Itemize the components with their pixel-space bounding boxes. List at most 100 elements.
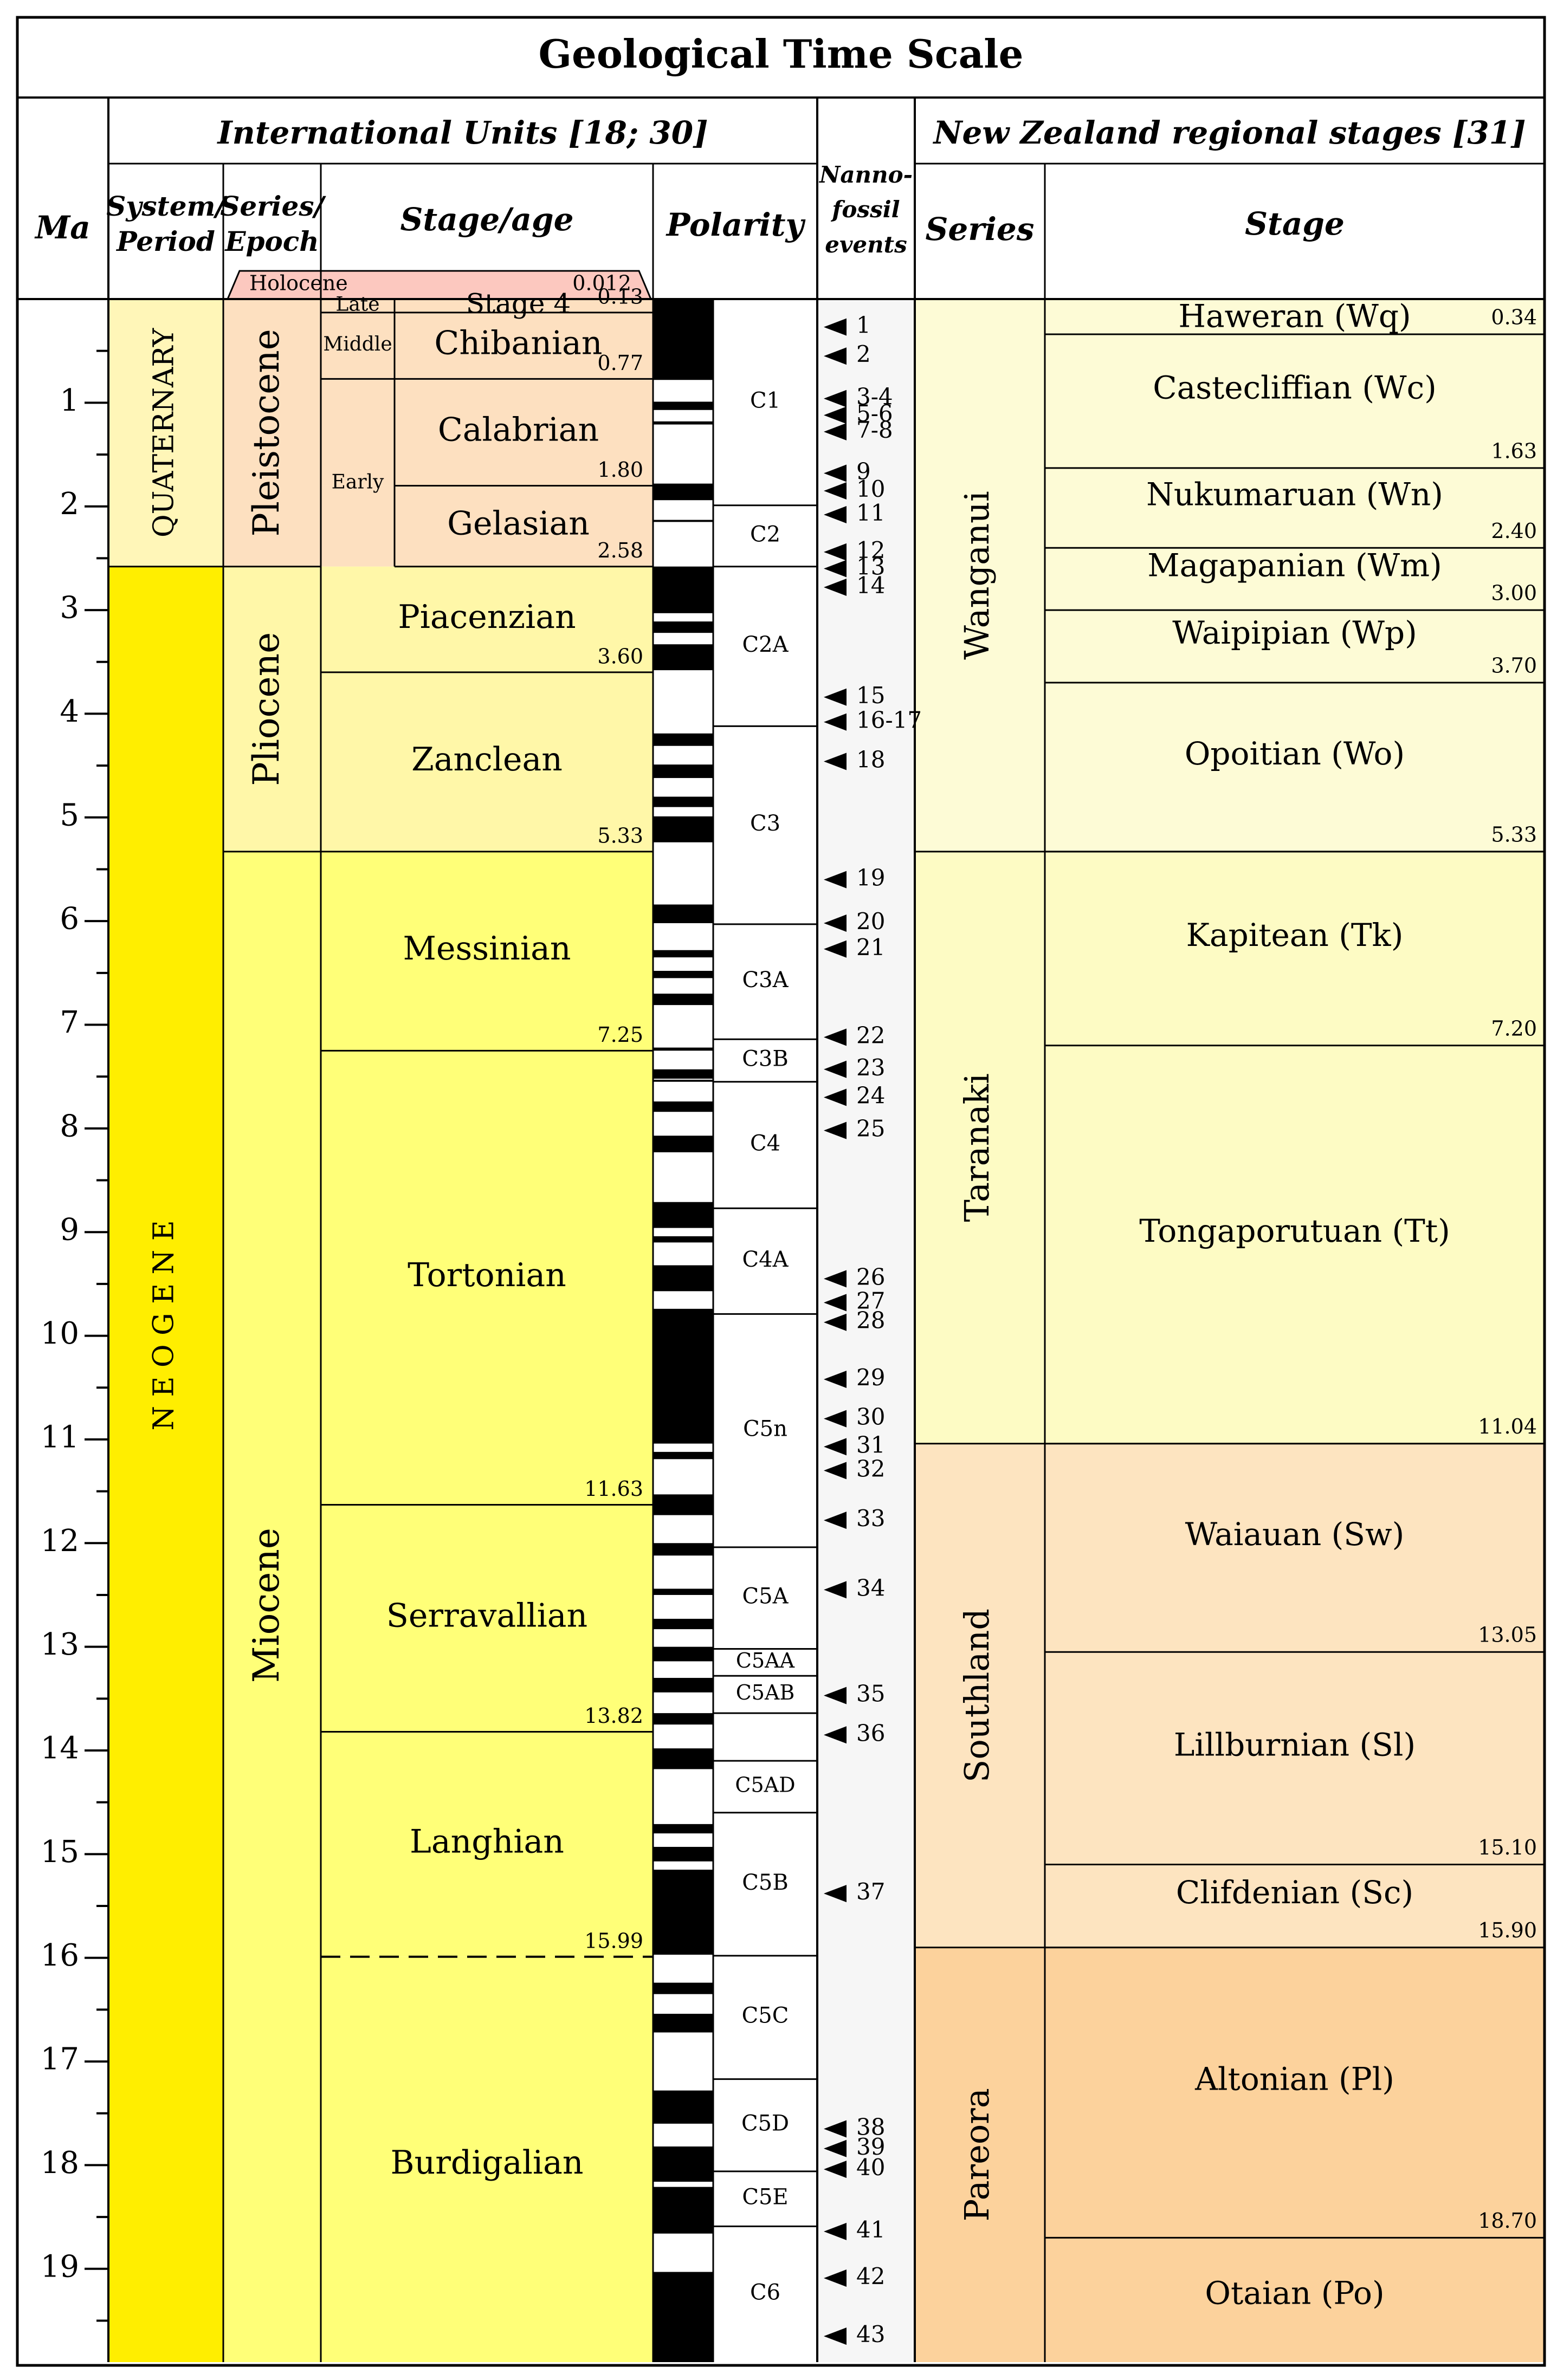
stage-boundary-age: 3.60 <box>597 644 643 668</box>
nannofossil-event-marker <box>824 578 847 596</box>
nannofossil-event-marker <box>824 347 847 365</box>
polarity-normal-interval <box>653 1236 713 1243</box>
polarity-normal-interval <box>653 1047 713 1051</box>
header-stage: Stage/age <box>400 201 574 238</box>
ma-tick-label: 15 <box>41 1834 79 1870</box>
nz-stage-label: Lillburnian (Sl) <box>1174 1726 1416 1763</box>
nz-series-band <box>915 1443 1045 1948</box>
epoch-label: Miocene <box>245 1528 287 1683</box>
nannofossil-event-marker <box>824 1088 847 1106</box>
nannofossil-event-marker <box>824 560 847 578</box>
header-system: Period <box>115 225 215 257</box>
nannofossil-event-marker <box>824 1028 847 1046</box>
polarity-normal-interval <box>653 994 713 1006</box>
stage-label: Serravallian <box>386 1597 587 1635</box>
polarity-normal-interval <box>653 764 713 779</box>
chron-label: C5E <box>742 2185 788 2210</box>
polarity-normal-interval <box>653 1451 713 1460</box>
subepoch-label: Early <box>332 471 384 494</box>
stage-label: Burdigalian <box>391 2144 584 2182</box>
nz-stage-label: Otaian (Po) <box>1205 2275 1384 2312</box>
holocene-age: 0.012 <box>572 271 631 295</box>
nz-stage-label: Waipipian (Wp) <box>1172 614 1417 651</box>
stage-label: Chibanian <box>434 325 602 362</box>
ma-tick-label: 13 <box>41 1627 79 1662</box>
nannofossil-event-marker <box>824 1726 847 1744</box>
nannofossil-event-marker <box>824 753 847 770</box>
epoch-band <box>223 299 321 567</box>
nannofossil-event-marker <box>824 940 847 958</box>
nz-stage-label: Nukumaruan (Wn) <box>1146 476 1443 513</box>
stage-band <box>321 1050 653 1505</box>
nz-stage-label: Kapitean (Tk) <box>1186 917 1404 954</box>
polarity-normal-interval <box>653 1079 713 1082</box>
stage-band <box>321 1732 653 1957</box>
stage-label: Zanclean <box>411 741 563 779</box>
nannofossil-event-label: 32 <box>856 1455 885 1482</box>
nannofossil-event-label: 19 <box>856 865 885 891</box>
nannofossil-event-label: 28 <box>856 1307 885 1334</box>
header-polarity: Polarity <box>666 206 806 243</box>
nannofossil-event-marker <box>824 1438 847 1456</box>
nannofossil-event-label: 14 <box>856 572 885 599</box>
stage-boundary-age: 11.63 <box>584 1477 643 1501</box>
polarity-normal-interval <box>653 483 713 501</box>
nz-stage-band <box>1045 683 1545 852</box>
nz-stage-band <box>1045 548 1545 611</box>
nannofossil-event-label: 16-17 <box>856 707 922 734</box>
nannofossil-event-label: 24 <box>856 1082 885 1108</box>
header-nanno: events <box>825 231 907 258</box>
stage-band <box>321 379 653 486</box>
nannofossil-event-label: 25 <box>856 1116 885 1142</box>
period-label: QUATERNARY <box>148 328 180 537</box>
polarity-normal-interval <box>653 1308 713 1444</box>
polarity-normal-interval <box>653 1588 713 1595</box>
nannofossil-event-label: 13 <box>856 554 885 580</box>
stage-label: Tortonian <box>408 1256 566 1294</box>
stage-label: Stage 4 <box>466 288 571 319</box>
nannofossil-event-marker <box>824 1687 847 1704</box>
header-nz-series: Series <box>926 211 1035 248</box>
ma-tick-label: 10 <box>41 1316 79 1351</box>
nannofossil-event-label: 10 <box>856 476 885 502</box>
stage-band <box>321 299 653 313</box>
ma-tick-label: 12 <box>41 1523 79 1559</box>
nannofossil-event-label: 29 <box>856 1364 885 1391</box>
stage-boundary-age: 0.13 <box>597 284 643 308</box>
nz-stage-boundary-age: 3.00 <box>1491 581 1537 605</box>
nannofossil-event-marker <box>824 406 847 424</box>
nz-stage-band <box>1045 851 1545 1046</box>
nannofossil-event-label: 9 <box>856 458 871 484</box>
nannofossil-event-label: 27 <box>856 1287 885 1314</box>
nz-stage-band <box>1045 1652 1545 1865</box>
chron-label: C2 <box>750 522 780 547</box>
nz-stage-label: Magapanian (Wm) <box>1147 547 1442 584</box>
nz-stage-label: Tongaporutuan (Tt) <box>1139 1212 1450 1249</box>
nannofossil-event-label: 15 <box>856 682 885 709</box>
nz-stage-label: Haweran (Wq) <box>1178 297 1411 334</box>
nannofossil-event-marker <box>824 2139 847 2157</box>
nannofossil-event-label: 7-8 <box>856 417 893 443</box>
header-system: System/ <box>106 190 228 222</box>
header-international: International Units [18; 30] <box>216 114 708 151</box>
stage-band <box>321 312 653 379</box>
nannofossil-event-marker <box>824 1313 847 1331</box>
polarity-normal-interval <box>653 2090 713 2124</box>
nz-series-band <box>915 1947 1045 2362</box>
page-title: Geological Time Scale <box>539 31 1024 77</box>
polarity-normal-interval <box>653 299 713 380</box>
nannofossil-event-label: 21 <box>856 934 885 961</box>
ma-tick-label: 4 <box>60 694 79 729</box>
stage-boundary-age: 13.82 <box>584 1704 643 1728</box>
polarity-normal-interval <box>653 1618 713 1630</box>
period-label: N E O G E N E <box>148 1220 180 1430</box>
polarity-normal-interval <box>653 1494 713 1515</box>
stage-boundary-age: 15.99 <box>584 1929 643 1953</box>
nz-stage-boundary-age: 15.10 <box>1478 1836 1537 1859</box>
polarity-normal-interval <box>653 1646 713 1662</box>
nannofossil-event-label: 43 <box>856 2321 885 2347</box>
chron-label: C5AB <box>736 1681 795 1704</box>
nannofossil-event-marker <box>824 543 847 561</box>
nz-stage-band <box>1045 468 1545 548</box>
